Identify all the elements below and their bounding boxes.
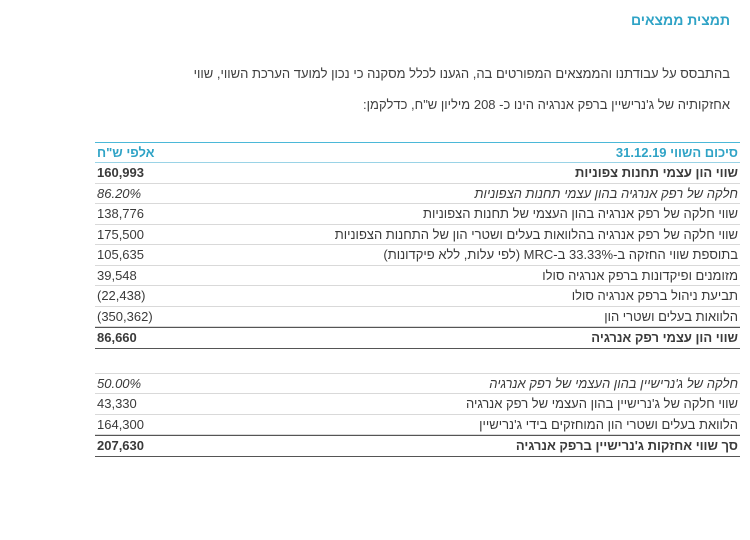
row-label: שווי חלקה של רפק אנרגיה בהלוואות בעלים ו… <box>334 226 738 242</box>
table-row: הלוואות בעלים ושטרי הון (350,362) <box>95 307 740 327</box>
table-total-row: סך שווי אחזקות ג'נרישיין ברפק אנרגיה 207… <box>95 435 740 457</box>
row-value: 175,500 <box>97 226 144 242</box>
table-row: בתוספת שווי החזקה ב-33.33% ב-MRC (לפי על… <box>95 245 740 266</box>
row-value: 86,660 <box>97 330 137 346</box>
table-row: שווי חלקה של רפק אנרגיה בהון העצמי של תח… <box>95 204 740 225</box>
row-value: (350,362) <box>97 308 153 324</box>
table-row: מזומנים ופיקדונות ברפק אנרגיה סולו 39,54… <box>95 266 740 286</box>
row-value: (22,438) <box>97 288 146 304</box>
table-row: חלקה של ג'נרישיין בהון העצמי של רפק אנרג… <box>95 374 740 394</box>
table-total-row: שווי הון עצמי רפק אנרגיה 86,660 <box>95 327 740 349</box>
table-spacer <box>95 349 740 374</box>
section-title: תמצית ממצאים <box>630 12 730 28</box>
valuation-summary-table: סיכום השווי 31.12.19 אלפי ש"ח שווי הון ע… <box>95 142 740 457</box>
row-label: סך שווי אחזקות ג'נרישיין ברפק אנרגיה <box>515 438 738 454</box>
table-header-label: סיכום השווי 31.12.19 <box>615 145 738 160</box>
row-label: שווי חלקה של ג'נרישיין בהון העצמי של רפק… <box>466 396 738 412</box>
row-value: 138,776 <box>97 206 144 222</box>
table-header-row: סיכום השווי 31.12.19 אלפי ש"ח <box>95 142 740 163</box>
row-label: חלקה של רפק אנרגיה בהון עצמי תחנות הצפונ… <box>474 185 738 201</box>
table-row: שווי הון עצמי תחנות צפוניות 160,993 <box>95 163 740 184</box>
table-header-unit: אלפי ש"ח <box>97 145 155 160</box>
row-value: 105,635 <box>97 247 144 263</box>
row-value: 43,330 <box>97 396 137 412</box>
summary-paragraph: בהתבסס על עבודתנו והממצאים המפורטים בה, … <box>20 58 730 120</box>
table-row: תביעת ניהול ברפק אנרגיה סולו (22,438) <box>95 286 740 307</box>
row-label: שווי הון עצמי תחנות צפוניות <box>574 165 738 181</box>
row-label: שווי חלקה של רפק אנרגיה בהון העצמי של תח… <box>423 206 738 222</box>
paragraph-line-1: בהתבסס על עבודתנו והממצאים המפורטים בה, … <box>193 66 730 81</box>
row-value: 164,300 <box>97 416 144 432</box>
table-row: שווי חלקה של ג'נרישיין בהון העצמי של רפק… <box>95 394 740 415</box>
table-row: הלוואת בעלים ושטרי הון המוחזקים בידי ג'נ… <box>95 415 740 435</box>
row-value: 39,548 <box>97 267 137 283</box>
paragraph-line-2: אחזקותיה של ג'נרישיין ברפק אנרגיה הינו כ… <box>363 97 730 112</box>
row-label: הלוואת בעלים ושטרי הון המוחזקים בידי ג'נ… <box>479 416 738 432</box>
row-label: תביעת ניהול ברפק אנרגיה סולו <box>571 288 738 304</box>
row-label: הלוואות בעלים ושטרי הון <box>604 308 738 324</box>
row-label: מזומנים ופיקדונות ברפק אנרגיה סולו <box>542 267 738 283</box>
row-label: חלקה של ג'נרישיין בהון העצמי של רפק אנרג… <box>489 375 738 391</box>
row-value: 160,993 <box>97 165 144 181</box>
table-row: שווי חלקה של רפק אנרגיה בהלוואות בעלים ו… <box>95 225 740 245</box>
row-label: בתוספת שווי החזקה ב-33.33% ב-MRC (לפי על… <box>383 247 738 263</box>
row-value: 207,630 <box>97 438 144 454</box>
row-value: 50.00% <box>97 375 142 391</box>
row-label: שווי הון עצמי רפק אנרגיה <box>591 330 738 346</box>
row-value: 86.20% <box>97 185 142 201</box>
table-row: חלקה של רפק אנרגיה בהון עצמי תחנות הצפונ… <box>95 184 740 204</box>
